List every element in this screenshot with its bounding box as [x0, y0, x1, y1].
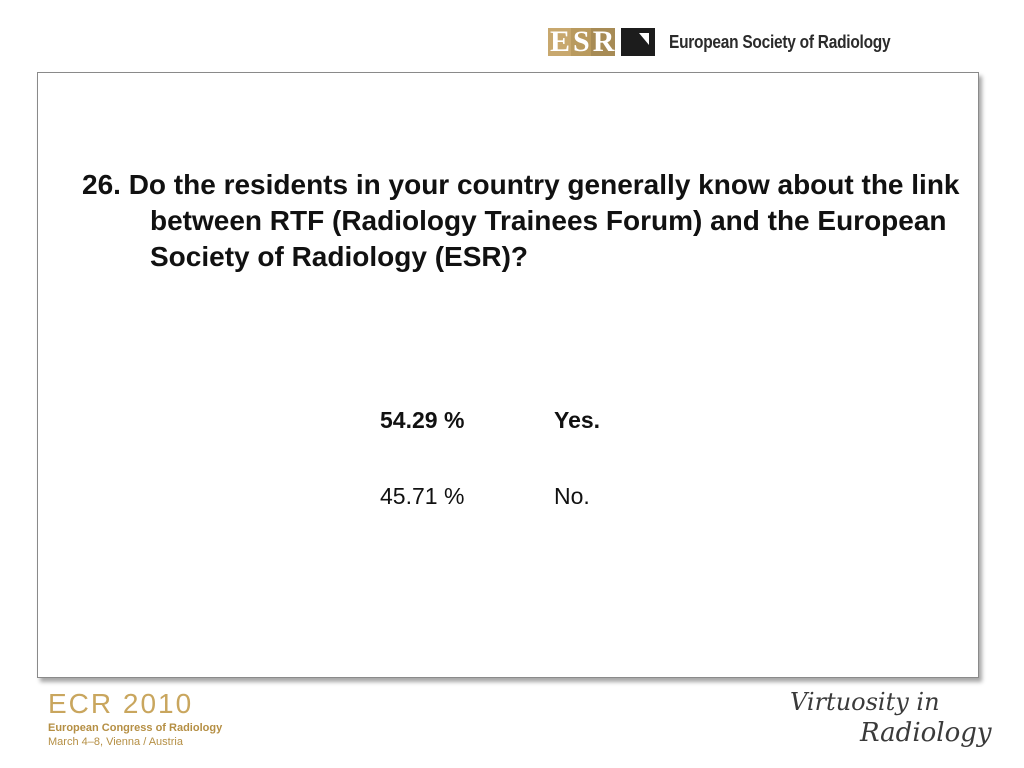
motto: Virtuosity in Radiology [790, 688, 992, 758]
esr-logo-letter-r: R [590, 25, 616, 58]
answer-percent-yes: 54.29 % [380, 407, 465, 433]
esr-logo-letter-s: S [571, 25, 591, 58]
esr-logo-text: European Society of Radiology [669, 31, 891, 52]
ecr-logo: ECR 2010 European Congress of Radiology … [48, 690, 222, 749]
ecr-title: ECR 2010 [48, 688, 194, 719]
ecr-subtitle: European Congress of Radiology [48, 722, 223, 734]
answer-percent-no: 45.71 % [380, 483, 465, 509]
ecr-date: March 4–8, Vienna / Austria [48, 736, 183, 748]
content-frame: 26. Do the residents in your country gen… [37, 72, 979, 678]
esr-logo-letter-e: E [548, 25, 572, 58]
answer-label-no: No. [554, 483, 590, 509]
motto-line-2: Radiology [860, 718, 992, 748]
answer-row-no: 45.71 % No. [380, 483, 600, 523]
esr-logo-mark: E S R [548, 25, 656, 58]
survey-question: 26. Do the residents in your country gen… [82, 169, 960, 272]
esr-flag-icon [621, 28, 656, 56]
motto-line-1: Virtuosity in [790, 688, 940, 716]
esr-logo: E S R European Society of Radiology [548, 26, 927, 58]
answer-row-yes: 54.29 % Yes. [380, 407, 600, 447]
answer-label-yes: Yes. [554, 407, 601, 433]
answer-list: 54.29 % Yes. 45.71 % No. [380, 407, 600, 559]
